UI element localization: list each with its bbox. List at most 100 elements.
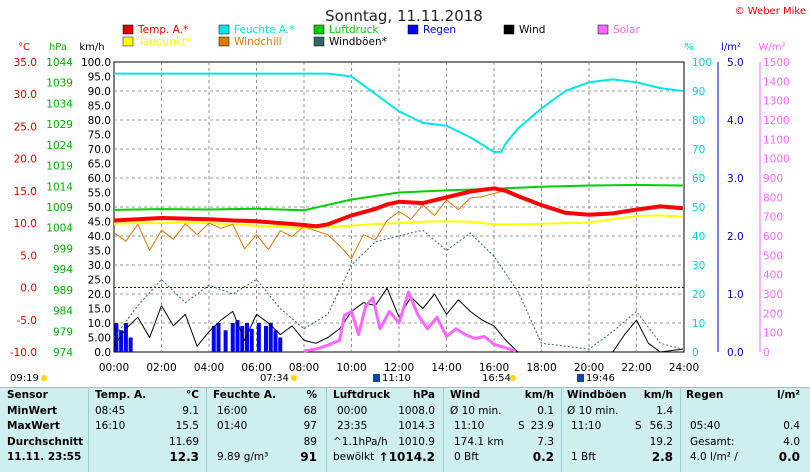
legend-swatch xyxy=(218,24,230,35)
series-line xyxy=(113,229,683,350)
tick-solar: 200 xyxy=(763,308,783,320)
tick-humidity: 20 xyxy=(692,289,705,301)
tick-wind: 65.0 xyxy=(88,159,111,171)
series-line xyxy=(113,287,683,353)
col-feuchte: Feuchte A.% 16:00 68 01:40 97 89 9.89 g/m³… xyxy=(213,388,321,472)
hdr-temp: Temp. A. xyxy=(95,389,147,401)
tick-pressure: 1044 xyxy=(46,57,73,69)
tick-humidity: 60 xyxy=(692,173,705,185)
feuchte-max-time: 01:40 xyxy=(217,420,248,432)
tick-humidity: 40 xyxy=(692,231,705,243)
legend-label: Luftdruck xyxy=(329,24,379,36)
tick-solar: 1300 xyxy=(763,96,790,108)
feuchte-min-value: 68 xyxy=(303,404,317,417)
feuchte-current-value: 91 xyxy=(300,450,317,464)
rain-bar xyxy=(114,323,119,352)
tick-solar: 400 xyxy=(763,270,783,282)
regen-total-label: Gesamt: xyxy=(690,435,735,448)
tick-time: 00:00 xyxy=(99,362,129,374)
tick-rain: 5.0 xyxy=(727,57,744,69)
tick-humidity: 30 xyxy=(692,260,705,272)
tick-temp: 15.0 xyxy=(14,186,37,198)
legend-label: Wind xyxy=(519,24,545,36)
tick-solar: 900 xyxy=(763,173,783,185)
row-label-max: MaxWert xyxy=(7,420,60,432)
rain-bar xyxy=(256,323,261,352)
temp-min-time: 08:45 xyxy=(95,404,126,417)
tick-humidity: 100 xyxy=(692,57,712,69)
col-windboeen: Windböen km/h Ø 10 min. 1.4 11:10 S 56.3 19.… xyxy=(567,388,675,472)
boeen-max-value: 56.3 xyxy=(649,420,673,432)
sun-icon xyxy=(41,375,47,381)
boeen-beaufort: 1 Bft xyxy=(571,451,596,463)
row-label-avg: Durchschnitt xyxy=(7,435,84,448)
tick-wind: 100.0 xyxy=(81,57,111,69)
legend-swatch xyxy=(597,24,609,35)
hdr-feuchte-unit: % xyxy=(306,389,317,401)
legend-swatch xyxy=(313,24,325,35)
hdr-wind-unit: km/h xyxy=(524,389,554,401)
col-regen: Regen l/m² 05:40 0.4 Gesamt: 4.0 4.0 l/m² /… xyxy=(686,388,804,472)
tick-solar: 600 xyxy=(763,231,783,243)
wind-current-value: 0.2 xyxy=(532,450,554,464)
tick-pressure: 989 xyxy=(53,285,73,297)
legend-label: Windchill xyxy=(234,36,282,48)
druck-trend: ^1.1hPa/h xyxy=(333,435,388,448)
regen-max-time: 05:40 xyxy=(690,420,721,432)
wind-max-value: 23.9 xyxy=(530,420,554,432)
temp-min-value: 9.1 xyxy=(182,404,199,417)
rain-bar xyxy=(264,325,268,352)
temp-avg-value: 11.69 xyxy=(168,435,199,448)
tick-temp: 10.0 xyxy=(14,218,37,230)
tick-solar: 300 xyxy=(763,289,783,301)
tick-pressure: 999 xyxy=(53,243,73,255)
boeen-min-value: 1.4 xyxy=(656,404,673,417)
marker-right-time: 19:46 xyxy=(586,373,615,384)
rain-bar xyxy=(245,323,249,352)
rain-bar xyxy=(240,325,245,352)
tick-solar: 1200 xyxy=(763,115,790,127)
time-markers: 09:19 07:34 11:10 16:54 19:46 xyxy=(10,373,615,384)
tick-humidity: 50 xyxy=(692,202,705,214)
tick-temp: 25.0 xyxy=(14,121,37,133)
legend-swatch xyxy=(503,24,515,35)
tick-solar: 1400 xyxy=(763,76,790,88)
tick-time: 08:00 xyxy=(289,362,319,374)
tick-humidity: 80 xyxy=(692,115,705,127)
tick-wind: 15.0 xyxy=(88,304,111,316)
wind-max-time: 11:10 xyxy=(454,420,485,432)
unit-rain: l/m² xyxy=(721,42,741,53)
hdr-sensor: Sensor xyxy=(7,389,48,401)
x-axis: 00:00 02:00 04:00 06:00 08:00 10:00 12:00 14:00… xyxy=(99,362,699,374)
tick-time: 14:00 xyxy=(431,362,461,374)
unit-humidity: % xyxy=(684,42,694,53)
tick-wind: 70.0 xyxy=(88,144,111,156)
marker-max-time: 11:10 xyxy=(382,373,411,384)
boeen-min-label: Ø 10 min. xyxy=(567,404,619,417)
tick-pressure: 1034 xyxy=(46,98,73,110)
col-divider xyxy=(443,388,444,472)
legend-swatch xyxy=(313,36,325,47)
tick-pressure: 1029 xyxy=(46,119,73,131)
chart-axes: -10.0 -5.0 0.0 5.0 10.0 15.0 20.0 25.0 30.0 35.0 9… xyxy=(10,57,790,359)
tick-pressure: 974 xyxy=(53,347,73,359)
rain-bar xyxy=(268,323,273,352)
regen-today: 4.0 l/m² / xyxy=(690,451,738,463)
hdr-windboeen: Windböen xyxy=(567,389,627,401)
marker-sunset-time: 16:54 xyxy=(482,373,511,384)
stats-table: Sensor MinWert MaxWert Durchschnitt 11.1… xyxy=(0,387,810,472)
hdr-temp-unit: °C xyxy=(186,389,199,401)
tick-wind: 35.0 xyxy=(88,246,111,258)
tick-time: 24:00 xyxy=(669,362,699,374)
wind-beaufort: 0 Bft xyxy=(454,451,479,463)
legend-label: Regen xyxy=(423,24,456,36)
hdr-regen: Regen xyxy=(686,389,724,401)
tick-humidity: 90 xyxy=(692,86,705,98)
rain-bar xyxy=(230,323,235,352)
regen-max-value: 0.4 xyxy=(783,420,800,432)
rain-bar xyxy=(119,330,124,352)
temp-max-value: 15.5 xyxy=(175,420,199,432)
legend-label: Windböen* xyxy=(329,36,387,48)
tick-time: 12:00 xyxy=(384,362,414,374)
tick-humidity: 0 xyxy=(692,347,699,359)
